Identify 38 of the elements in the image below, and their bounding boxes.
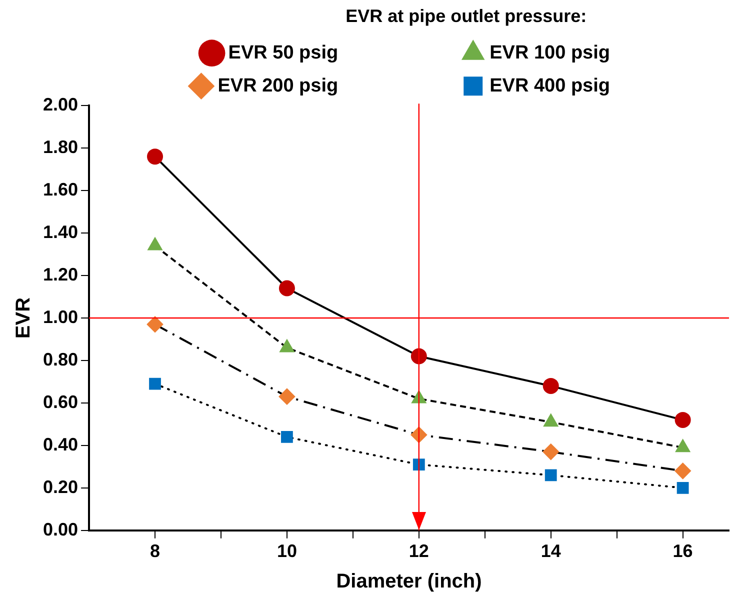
point <box>676 440 690 452</box>
y-tick-label: 0.40 <box>42 434 78 454</box>
legend-label: EVR 400 psig <box>490 75 724 96</box>
y-tick-label: 0.20 <box>42 476 78 497</box>
y-axis-title: EVR <box>12 296 35 339</box>
point <box>278 388 295 405</box>
point <box>281 430 293 443</box>
x-tick-label: 14 <box>540 541 561 562</box>
point <box>278 280 295 296</box>
legend-label: EVR 100 psig <box>490 42 724 64</box>
legend-label: EVR 200 psig <box>218 75 452 96</box>
y-tick-label: 1.20 <box>42 264 78 284</box>
point <box>544 469 557 482</box>
x-tick-label: 10 <box>276 541 297 562</box>
point <box>147 316 164 332</box>
point <box>674 412 691 428</box>
legend-title: EVR at pipe outlet pressure: <box>346 6 587 26</box>
y-tick-label: 1.40 <box>42 222 78 242</box>
y-tick-label: 2.00 <box>42 94 78 115</box>
point <box>542 444 559 460</box>
y-tick-label: 1.60 <box>42 180 78 200</box>
point <box>542 378 559 394</box>
x-tick-label: 12 <box>408 541 429 562</box>
x-axis-title: Diameter (inch) <box>336 570 482 593</box>
x-tick-label: 8 <box>150 541 160 562</box>
y-tick-label: 0.00 <box>42 519 78 540</box>
y-tick-label: 1.80 <box>42 137 78 158</box>
y-tick-label: 0.80 <box>42 349 78 370</box>
point <box>147 148 164 165</box>
y-tick-label: 1.00 <box>42 306 78 327</box>
point <box>676 482 689 494</box>
legend-label: EVR 50 psig <box>228 42 452 64</box>
y-tick-label: 0.60 <box>42 392 78 412</box>
point <box>149 378 161 390</box>
point <box>674 462 691 479</box>
point <box>544 414 558 427</box>
x-tick-label: 16 <box>672 541 693 562</box>
point <box>410 348 427 364</box>
